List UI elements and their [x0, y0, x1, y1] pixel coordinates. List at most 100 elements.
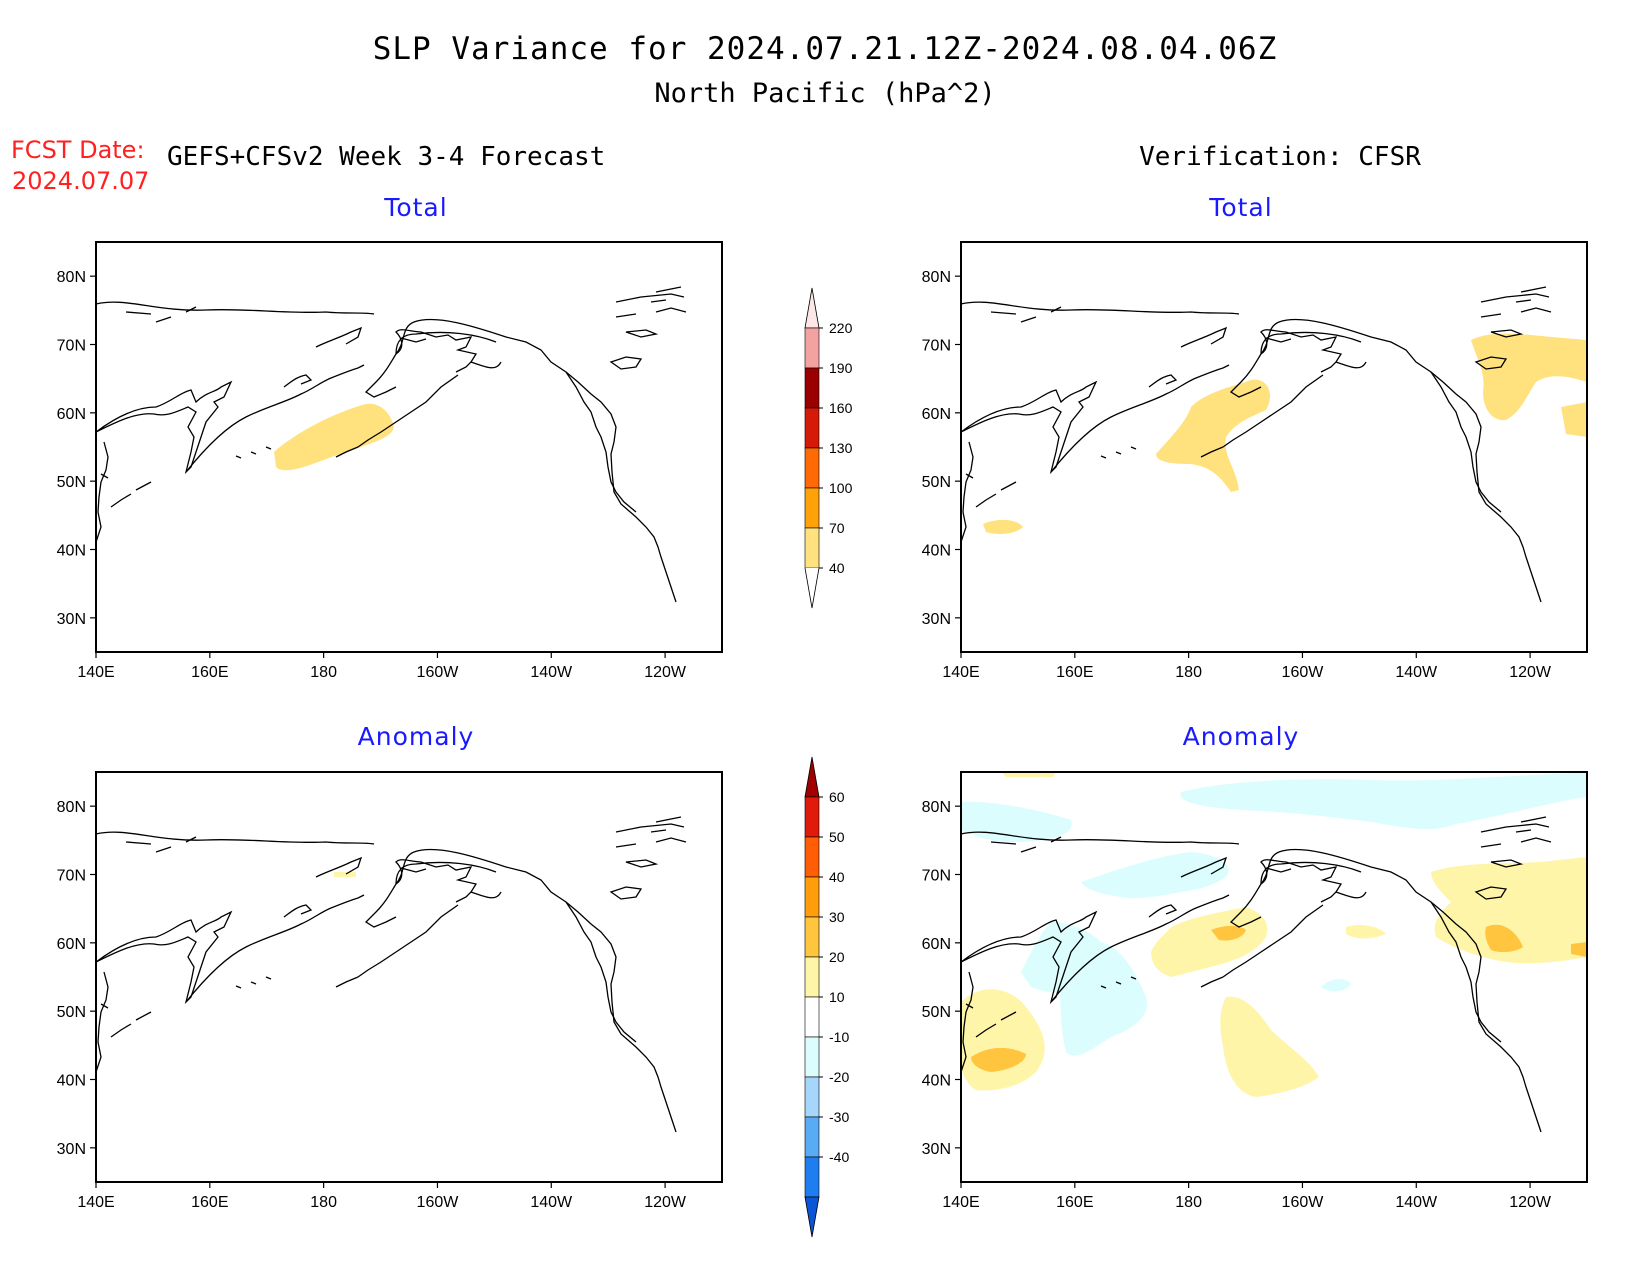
- colorbar-total-top-arrow: [804, 287, 820, 329]
- lon-tick-label: 160E: [1056, 664, 1093, 681]
- shade-region: [1180, 772, 1587, 830]
- shade-region: [1220, 996, 1319, 1097]
- lat-tick-label: 30N: [57, 611, 86, 628]
- colorbar-total: 220 190 160 130 100 70 40: [804, 287, 853, 609]
- lon-tick-label: 140E: [77, 1194, 114, 1211]
- lat-tick-label: 80N: [922, 799, 951, 816]
- colorbar-total-label: 40: [829, 560, 845, 576]
- colorbar-total-segment: [804, 407, 820, 449]
- lon-tick-label: 140W: [1395, 1194, 1438, 1211]
- colorbar-anomaly-label: -20: [829, 1069, 849, 1085]
- lon-tick-label: 180: [1175, 1194, 1202, 1211]
- page-subtitle: North Pacific (hPa^2): [654, 78, 996, 109]
- colorbar-total-label: 70: [829, 520, 845, 536]
- shade-region: [1151, 907, 1268, 977]
- lat-tick-label: 40N: [57, 543, 86, 560]
- lon-tick-label: 140E: [942, 1194, 979, 1211]
- lon-tick-label: 160W: [417, 664, 460, 681]
- colorbar-anomaly-label: 20: [829, 949, 845, 965]
- colorbar-anomaly: 60 50 40 30 20 10 -10 -20 -30 -40: [804, 756, 849, 1238]
- shade-region: [1561, 402, 1587, 437]
- lat-tick-label: 40N: [922, 1073, 951, 1090]
- colorbar-total-label: 130: [829, 440, 853, 456]
- map-panel-verif-anomaly: 80N 70N 60N 50N 40N 30N 140E 160E 180 160W 140W 120…: [922, 771, 1588, 1211]
- lon-tick-label: 140E: [942, 664, 979, 681]
- lon-tick-label: 120W: [644, 1194, 687, 1211]
- lat-tick-label: 80N: [57, 799, 86, 816]
- lat-tick-label: 70N: [57, 338, 86, 355]
- colorbar-total-label: 160: [829, 400, 853, 416]
- lon-tick-label: 160W: [1282, 664, 1325, 681]
- colorbar-anomaly-top-arrow: [804, 756, 820, 798]
- colorbar-anomaly-segment: [804, 836, 820, 878]
- colorbar-anomaly-segment: [804, 1036, 820, 1078]
- page-title: SLP Variance for 2024.07.21.12Z-2024.08.…: [372, 31, 1278, 67]
- lon-tick-label: 160E: [191, 664, 228, 681]
- lon-tick-label: 120W: [644, 664, 687, 681]
- shade-region: [1060, 942, 1148, 1056]
- shade-region: [983, 519, 1023, 535]
- fcst-date-value: 2024.07.07: [12, 167, 150, 195]
- shade-region: [1321, 979, 1351, 992]
- lat-tick-label: 50N: [922, 1004, 951, 1021]
- lat-tick-label: 70N: [922, 338, 951, 355]
- colorbar-anomaly-segment: [804, 916, 820, 958]
- lat-tick-label: 60N: [57, 936, 86, 953]
- colorbar-total-label: 100: [829, 480, 853, 496]
- map-panel-fcst-total: 80N 70N 60N 50N 40N 30N 140E 160E 180 160W 140W 120…: [57, 241, 723, 681]
- map-frame: [95, 771, 723, 1183]
- colorbar-total-segment: [804, 487, 820, 529]
- lon-tick-label: 160E: [1056, 1194, 1093, 1211]
- lat-tick-label: 30N: [922, 611, 951, 628]
- lat-tick-label: 60N: [922, 936, 951, 953]
- lat-tick-label: 80N: [922, 269, 951, 286]
- lon-tick-label: 180: [310, 1194, 337, 1211]
- lat-tick-label: 40N: [57, 1073, 86, 1090]
- shade-region: [1346, 924, 1386, 939]
- lat-tick-label: 30N: [57, 1141, 86, 1158]
- lat-tick-label: 50N: [922, 474, 951, 491]
- colorbar-anomaly-label: -40: [829, 1149, 849, 1165]
- shade-region: [1485, 924, 1523, 953]
- lon-tick-label: 140E: [77, 664, 114, 681]
- shade-region: [274, 403, 394, 471]
- lon-tick-label: 140W: [530, 664, 573, 681]
- shade-region: [1001, 772, 1056, 777]
- colorbar-anomaly-label: 10: [829, 989, 845, 1005]
- lat-tick-label: 80N: [57, 269, 86, 286]
- map-field-fcst-total: [96, 242, 722, 652]
- map-panel-fcst-anomaly: 80N 70N 60N 50N 40N 30N 140E 160E 180 160W 140W 120…: [57, 771, 723, 1211]
- colorbar-anomaly-label: 40: [829, 869, 845, 885]
- colorbar-anomaly-segment: [804, 1076, 820, 1118]
- lon-tick-label: 160E: [191, 1194, 228, 1211]
- map-panel-verif-total: 80N 70N 60N 50N 40N 30N 140E 160E 180 160W 140W 120…: [922, 241, 1588, 681]
- lat-tick-label: 50N: [57, 1004, 86, 1021]
- shade-region: [1571, 942, 1587, 957]
- panel-title-fcst-anomaly: Anomaly: [357, 722, 475, 751]
- colorbar-total-segment: [804, 327, 820, 369]
- lat-tick-label: 60N: [57, 406, 86, 423]
- shade-region: [334, 872, 356, 877]
- lat-tick-label: 30N: [922, 1141, 951, 1158]
- colorbar-total-segment: [804, 527, 820, 569]
- colorbar-anomaly-segment: [804, 876, 820, 918]
- colorbar-anomaly-segment: [804, 996, 820, 1038]
- colorbar-anomaly-label: 50: [829, 829, 845, 845]
- panel-title-fcst-total: Total: [384, 193, 448, 222]
- colorbar-anomaly-segment: [804, 956, 820, 998]
- colorbar-anomaly-segment: [804, 1116, 820, 1158]
- lon-tick-label: 120W: [1509, 1194, 1552, 1211]
- shade-region: [1156, 379, 1271, 492]
- lon-tick-label: 160W: [417, 1194, 460, 1211]
- lon-tick-label: 180: [1175, 664, 1202, 681]
- colorbar-anomaly-label: -30: [829, 1109, 849, 1125]
- left-column-title: GEFS+CFSv2 Week 3-4 Forecast: [167, 142, 606, 172]
- lat-tick-label: 70N: [922, 868, 951, 885]
- lon-tick-label: 140W: [1395, 664, 1438, 681]
- map-field-verif-total: [961, 242, 1587, 652]
- colorbar-total-label: 220: [829, 320, 853, 336]
- lon-tick-label: 140W: [530, 1194, 573, 1211]
- right-column-title: Verification: CFSR: [1139, 142, 1421, 172]
